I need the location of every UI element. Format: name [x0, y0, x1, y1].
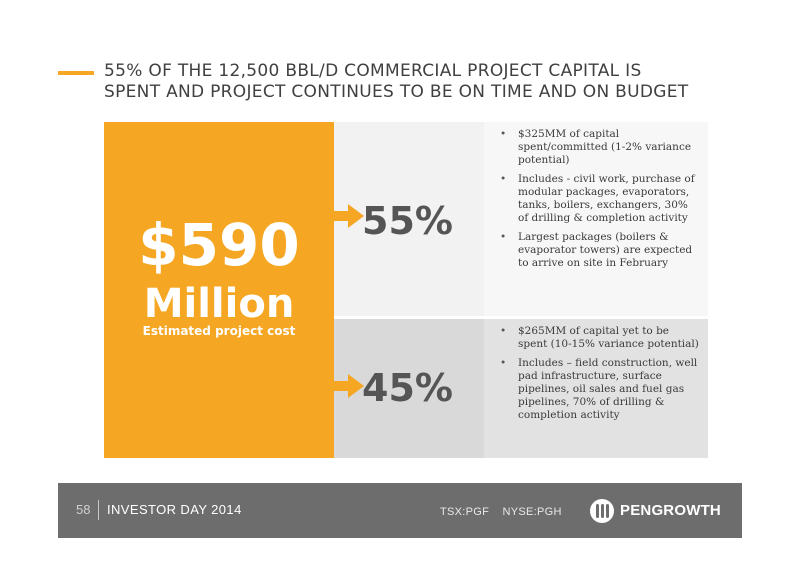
list-item: Includes - civil work, purchase of modul… — [496, 173, 700, 225]
list-item: $325MM of capital spent/committed (1-2% … — [496, 128, 700, 167]
title-accent-bar — [58, 71, 94, 75]
slide-title-line-2: SPENT AND PROJECT CONTINUES TO BE ON TIM… — [104, 82, 689, 102]
logo-text: PENGROWTH — [620, 502, 721, 519]
arrow-right-icon — [334, 374, 364, 398]
cost-caption: Estimated project cost — [142, 324, 296, 338]
cost-unit: Million — [143, 281, 295, 327]
company-logo: PENGROWTH — [590, 497, 736, 525]
spent-row: 55% $325MM of capital spent/committed (1… — [334, 122, 708, 316]
list-item: $265MM of capital yet to be spent (10-15… — [496, 325, 700, 351]
remaining-row: 45% $265MM of capital yet to be spent (1… — [334, 319, 708, 458]
list-item: Largest packages (boilers & evaporator t… — [496, 231, 700, 270]
spent-bullets: $325MM of capital spent/committed (1-2% … — [484, 122, 708, 316]
event-name: INVESTOR DAY 2014 — [107, 502, 242, 517]
slide-footer: 58 INVESTOR DAY 2014 TSX:PGF NYSE:PGH PE… — [58, 483, 742, 538]
stock-tickers: TSX:PGF NYSE:PGH — [440, 505, 572, 519]
flame-logo-icon — [590, 499, 614, 523]
remaining-bullets: $265MM of capital yet to be spent (10-15… — [484, 319, 708, 458]
capital-panel: $590 Million Estimated project cost 55% … — [104, 122, 708, 458]
spent-percent: 55% — [362, 199, 453, 243]
list-item: Includes – field construction, well pad … — [496, 357, 700, 422]
slide-title-line-1: 55% OF THE 12,500 BBL/D COMMERCIAL PROJE… — [104, 61, 642, 81]
footer-divider — [98, 500, 99, 520]
page-number: 58 — [76, 502, 91, 517]
arrow-right-icon — [334, 204, 364, 228]
remaining-percent: 45% — [362, 366, 453, 410]
ticker-nyse: NYSE:PGH — [502, 506, 562, 518]
slide-title: 55% OF THE 12,500 BBL/D COMMERCIAL PROJE… — [104, 61, 744, 103]
ticker-tsx: TSX:PGF — [440, 506, 490, 518]
project-cost-box: $590 Million Estimated project cost — [104, 122, 334, 458]
cost-amount: $590 — [138, 211, 300, 279]
